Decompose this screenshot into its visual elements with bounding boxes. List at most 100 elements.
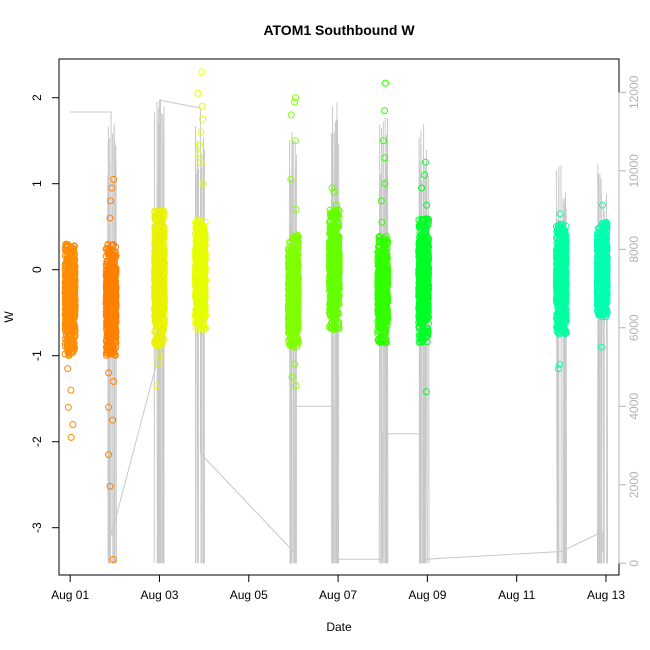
data-point — [201, 246, 209, 254]
data-point — [155, 267, 163, 275]
data-point — [192, 308, 200, 316]
data-point — [157, 299, 165, 307]
data-point — [154, 342, 162, 350]
data-point — [105, 369, 113, 377]
data-point — [106, 214, 114, 222]
data-point — [104, 339, 112, 347]
data-point — [201, 233, 209, 241]
data-point — [67, 433, 75, 441]
data-point — [107, 197, 114, 205]
data-point — [159, 257, 166, 264]
data-point — [158, 337, 166, 345]
data-point — [110, 286, 118, 294]
data-point — [109, 241, 116, 249]
data-point — [157, 219, 165, 227]
data-point — [153, 275, 161, 283]
data-point — [110, 378, 117, 385]
data-point — [70, 262, 78, 270]
data-point — [105, 303, 113, 311]
data-point — [160, 268, 168, 275]
data-point — [198, 102, 206, 110]
data-point — [103, 347, 111, 355]
data-point — [151, 265, 159, 273]
depth-cast-line — [386, 152, 389, 564]
data-point — [103, 351, 110, 359]
data-point — [152, 320, 160, 328]
data-point — [109, 261, 117, 269]
data-point — [106, 316, 114, 324]
data-point — [109, 252, 117, 260]
data-point — [70, 281, 78, 289]
data-point — [70, 274, 78, 282]
data-point — [103, 284, 111, 291]
points-layer — [61, 68, 611, 563]
depth-cast-line — [291, 138, 293, 564]
data-point — [200, 322, 207, 329]
data-point — [158, 210, 166, 218]
data-point — [157, 239, 165, 247]
depth-cast-line — [292, 141, 295, 564]
data-point — [105, 267, 113, 275]
data-point — [151, 290, 159, 298]
data-point — [195, 141, 203, 149]
chart-title: ATOM1 Southbound W — [263, 22, 415, 38]
data-point — [108, 184, 116, 192]
data-point — [151, 336, 159, 344]
data-point — [69, 248, 76, 255]
series-5 — [284, 94, 302, 390]
data-point — [156, 352, 164, 360]
data-point — [111, 304, 119, 312]
data-point — [156, 250, 164, 258]
data-point — [158, 315, 165, 323]
data-point — [105, 403, 113, 411]
series-4 — [191, 68, 209, 334]
data-point — [108, 253, 116, 261]
data-point — [71, 267, 79, 275]
data-point — [106, 327, 114, 334]
data-point — [160, 231, 168, 239]
series-7 — [374, 79, 392, 347]
data-point — [156, 266, 163, 274]
data-point — [109, 556, 117, 563]
data-point — [151, 261, 159, 269]
data-point — [157, 267, 165, 275]
data-point — [64, 365, 72, 373]
data-point — [109, 289, 117, 297]
data-point — [151, 313, 159, 321]
data-point — [109, 344, 117, 352]
data-point — [71, 310, 79, 318]
data-point — [110, 351, 118, 359]
data-point — [156, 283, 164, 291]
data-point — [69, 318, 77, 325]
data-point — [159, 327, 167, 335]
data-point — [111, 327, 119, 335]
data-point — [63, 324, 71, 332]
data-point — [151, 216, 159, 223]
data-point — [106, 482, 114, 490]
data-point — [103, 286, 111, 294]
data-point — [62, 311, 69, 319]
data-point — [110, 175, 118, 183]
depth-connector-line — [70, 99, 603, 560]
data-point — [152, 245, 160, 253]
data-point — [69, 421, 77, 428]
data-point — [68, 343, 75, 351]
data-point — [151, 327, 159, 335]
data-point — [64, 403, 72, 411]
series-3 — [151, 206, 168, 390]
depth-cast-line — [425, 149, 427, 564]
data-point — [67, 336, 75, 344]
data-point — [200, 325, 208, 333]
data-point — [68, 244, 76, 252]
data-point — [103, 317, 111, 325]
data-point — [158, 291, 166, 299]
data-point — [105, 451, 113, 459]
data-point — [62, 241, 70, 249]
data-point — [110, 302, 118, 310]
data-point — [70, 311, 78, 319]
series-6 — [325, 184, 343, 333]
data-point — [111, 332, 119, 340]
data-point — [68, 252, 76, 260]
data-point — [106, 274, 114, 282]
data-point — [153, 382, 161, 390]
